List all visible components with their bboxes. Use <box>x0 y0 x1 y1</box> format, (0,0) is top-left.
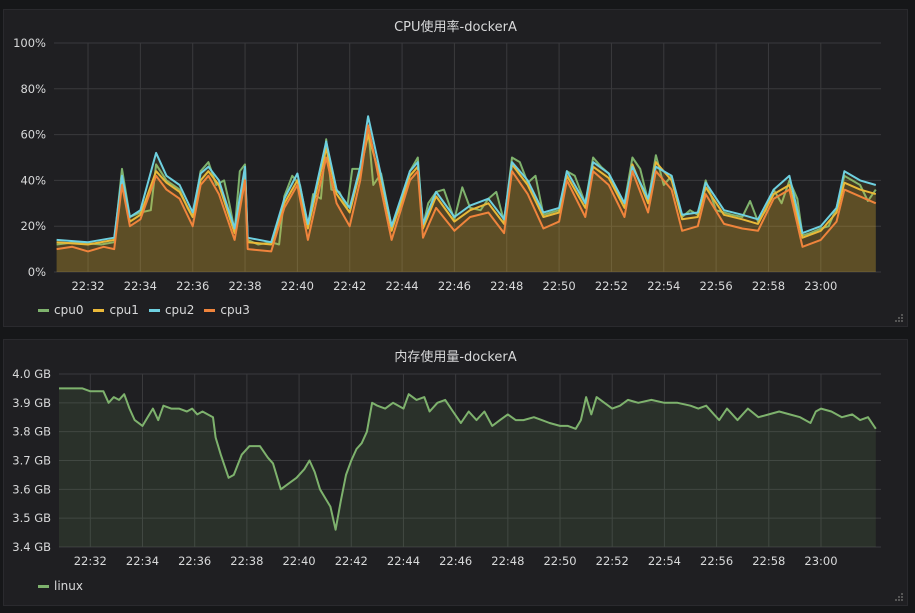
x-tick-label: 22:38 <box>230 554 263 568</box>
x-tick-label: 22:44 <box>387 554 420 568</box>
legend-swatch <box>148 308 160 312</box>
x-tick-label: 22:56 <box>700 279 733 293</box>
series-line-cpu2[interactable] <box>56 115 877 244</box>
series-area-cpu1 <box>56 134 876 272</box>
x-tick-label: 22:46 <box>439 554 472 568</box>
legend-item-linux[interactable]: linux <box>38 579 83 593</box>
series-area-linux <box>59 388 876 547</box>
legend-item-cpu1[interactable]: cpu1 <box>93 303 139 317</box>
series-line-cpu0[interactable] <box>56 126 877 246</box>
series-area-cpu2 <box>56 116 876 272</box>
legend-item-cpu0[interactable]: cpu0 <box>38 303 83 317</box>
x-tick-label: 22:44 <box>385 279 418 293</box>
memory-legend: linux <box>38 579 83 593</box>
series-line-cpu1[interactable] <box>56 133 877 246</box>
x-tick-label: 22:54 <box>648 554 681 568</box>
legend-swatch <box>93 308 105 312</box>
memory-usage-chart: 3.4 GB 3.5 GB 3.6 GB 3.7 GB 3.8 GB 3.9 GB 4.0 … <box>12 367 881 568</box>
x-tick-label: 22:40 <box>281 279 314 293</box>
x-tick-label: 22:42 <box>333 279 366 293</box>
x-tick-label: 22:58 <box>752 279 785 293</box>
y-tick-label: 3.9 GB <box>12 396 51 410</box>
x-tick-label: 22:36 <box>176 279 209 293</box>
x-tick-label: 22:52 <box>596 554 629 568</box>
resize-handle-icon[interactable] <box>894 313 904 323</box>
cpu-panel-title[interactable]: CPU使用率-dockerA <box>394 20 517 35</box>
x-tick-label: 23:00 <box>804 554 837 568</box>
x-tick-label: 22:42 <box>335 554 368 568</box>
x-tick-label: 22:34 <box>126 554 159 568</box>
x-tick-label: 22:36 <box>178 554 211 568</box>
x-tick-label: 22:38 <box>228 279 261 293</box>
x-tick-label: 22:50 <box>543 554 576 568</box>
legend-swatch <box>38 584 49 588</box>
y-tick-label: 80% <box>20 82 46 96</box>
memory-usage-panel: 内存使用量-dockerA 3.4 GB 3.5 GB 3.6 GB 3.7 GB 3.… <box>3 339 908 606</box>
y-tick-label: 3.7 GB <box>12 454 51 468</box>
legend-label: cpu2 <box>164 303 195 317</box>
cpu-legend: cpu0 cpu1 cpu2 cpu3 <box>38 303 250 317</box>
y-tick-label: 0% <box>28 265 46 279</box>
legend-swatch <box>204 308 216 312</box>
legend-label: linux <box>54 579 83 593</box>
memory-panel-title[interactable]: 内存使用量-dockerA <box>394 350 517 365</box>
x-tick-label: 22:50 <box>543 279 576 293</box>
y-tick-label: 100% <box>13 36 46 50</box>
x-tick-label: 22:58 <box>752 554 785 568</box>
legend-swatch <box>38 308 49 312</box>
x-tick-label: 22:34 <box>124 279 157 293</box>
legend-item-cpu3[interactable]: cpu3 <box>204 303 250 317</box>
x-tick-label: 22:48 <box>491 554 524 568</box>
y-tick-label: 40% <box>20 173 46 187</box>
y-tick-label: 60% <box>20 128 46 142</box>
series-area-cpu3 <box>56 125 876 273</box>
legend-item-cpu2[interactable]: cpu2 <box>148 303 195 317</box>
series-line-cpu3[interactable] <box>56 124 877 253</box>
series-line-linux[interactable] <box>59 387 877 531</box>
y-tick-label: 4.0 GB <box>12 367 51 381</box>
y-tick-label: 3.6 GB <box>12 482 51 496</box>
y-tick-label: 20% <box>20 219 46 233</box>
x-tick-label: 22:32 <box>74 554 107 568</box>
x-tick-label: 22:54 <box>647 279 680 293</box>
x-tick-label: 22:32 <box>71 279 104 293</box>
cpu-usage-panel: CPU使用率-dockerA 0% 20% 40% 60% 80% 100% 22:32 22… <box>3 9 908 327</box>
x-tick-label: 22:56 <box>700 554 733 568</box>
resize-handle-icon[interactable] <box>894 592 904 602</box>
x-tick-label: 23:00 <box>804 279 837 293</box>
y-tick-label: 3.8 GB <box>12 425 51 439</box>
legend-label: cpu0 <box>54 303 84 317</box>
x-tick-label: 22:52 <box>595 279 628 293</box>
cpu-usage-chart: 0% 20% 40% 60% 80% 100% 22:32 22:34 22:36 22:38 22… <box>13 36 881 293</box>
y-tick-label: 3.4 GB <box>12 540 51 554</box>
legend-label: cpu1 <box>109 303 139 317</box>
y-tick-label: 3.5 GB <box>12 511 51 525</box>
x-tick-label: 22:46 <box>438 279 471 293</box>
x-tick-label: 22:48 <box>490 279 523 293</box>
legend-label: cpu3 <box>220 303 250 317</box>
x-tick-label: 22:40 <box>282 554 315 568</box>
